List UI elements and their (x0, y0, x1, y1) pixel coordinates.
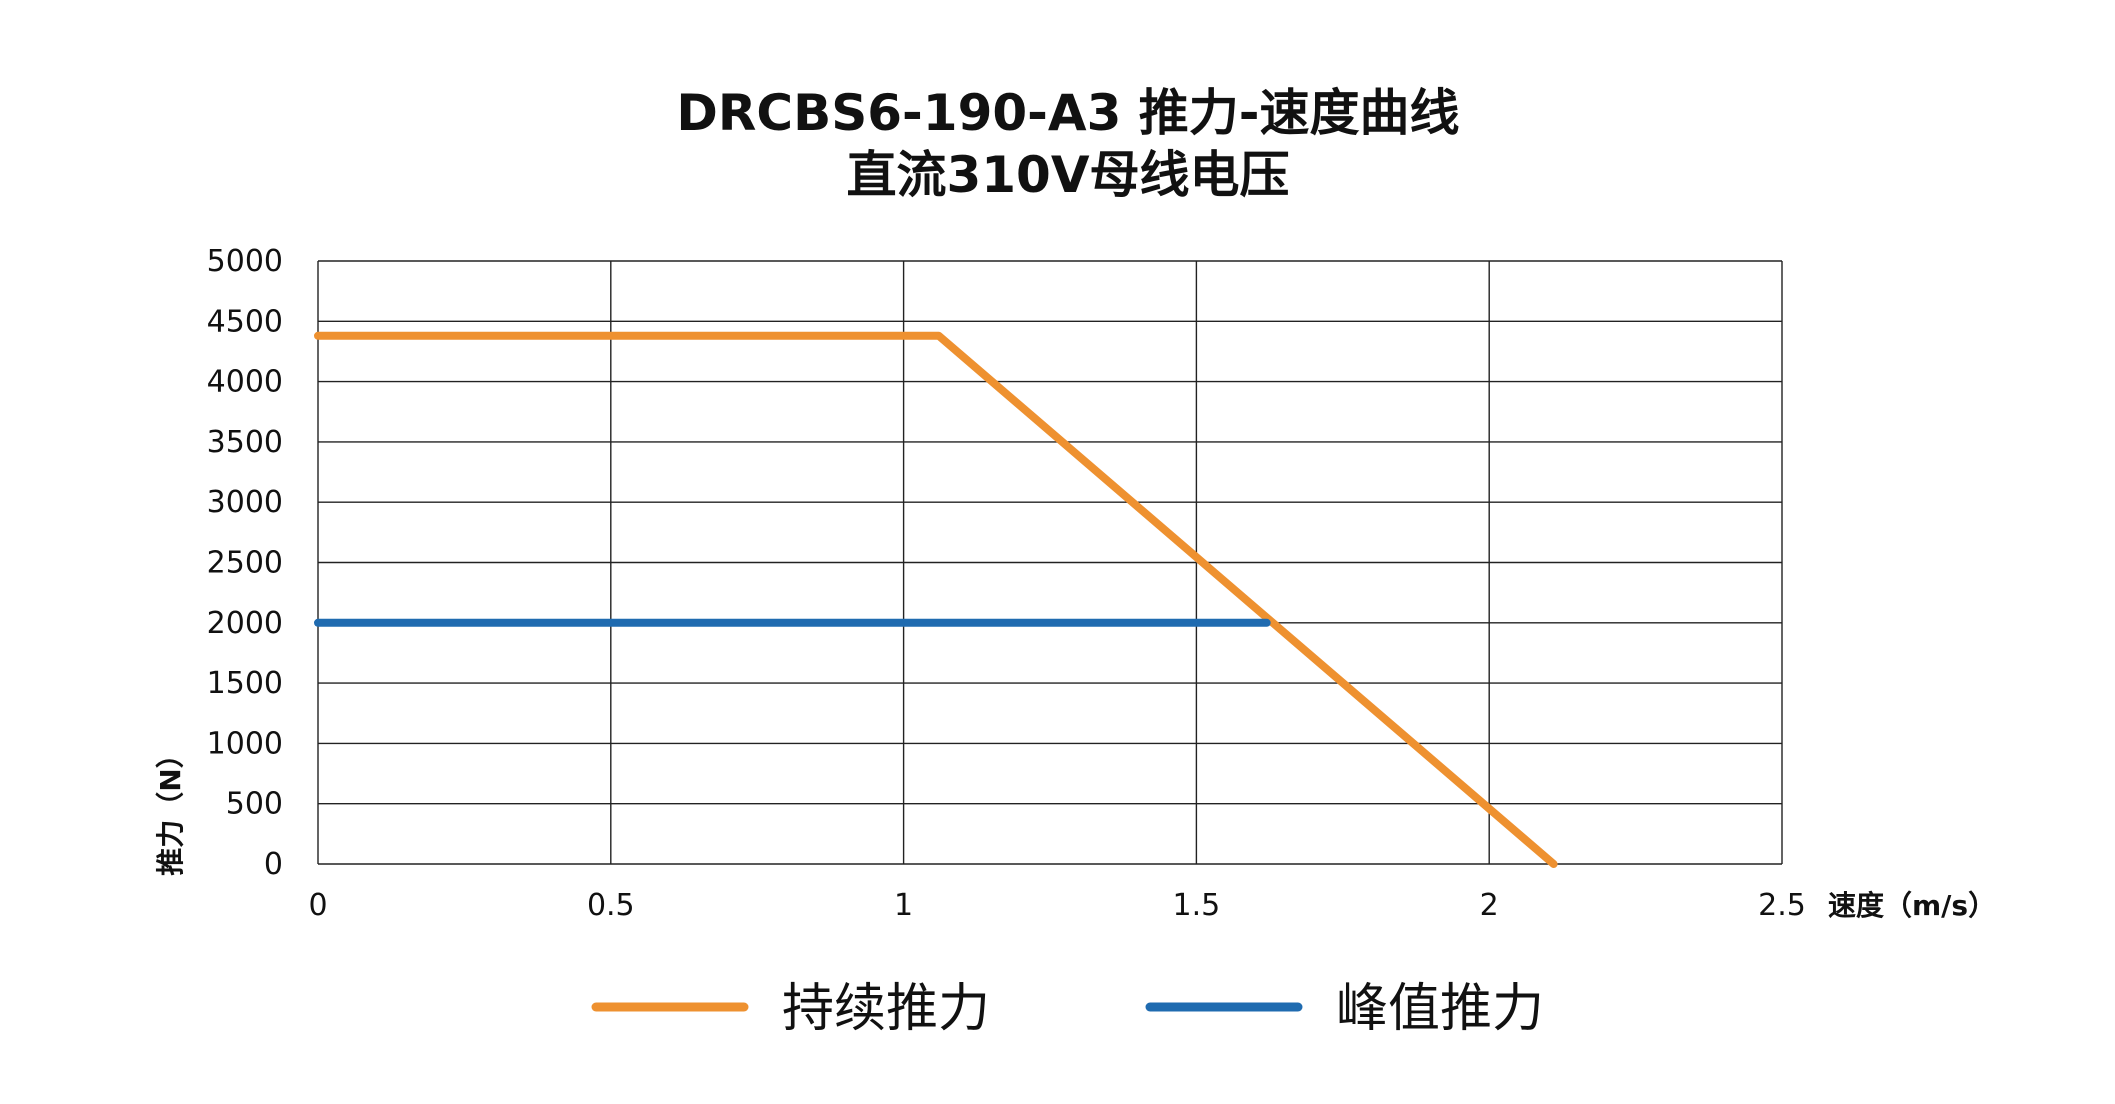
axis-ticks: 0 500 1000 1500 2000 2500 3000 3500 4000 4500 5000… (207, 244, 1806, 923)
y-tick-label: 3500 (207, 425, 283, 460)
y-tick-label: 2000 (207, 606, 283, 641)
y-tick-label: 5000 (207, 244, 283, 279)
x-axis-label: 速度（m/s） (1828, 889, 1996, 922)
x-tick-label: 2 (1480, 888, 1499, 923)
x-tick-label: 0.5 (587, 888, 635, 923)
y-tick-label: 1000 (207, 726, 283, 761)
x-tick-label: 0 (308, 888, 327, 923)
legend-label: 持续推力 (782, 979, 990, 1039)
x-tick-label: 1 (894, 888, 913, 923)
series-line (314, 331, 1558, 868)
y-tick-label: 0 (264, 847, 283, 882)
series-lines (314, 331, 1558, 868)
legend: 持续推力 峰值推力 (591, 979, 1544, 1039)
y-tick-label: 3000 (207, 485, 283, 520)
y-axis-label: 推力（N） (154, 740, 187, 875)
y-tick-label: 500 (226, 787, 283, 822)
y-tick-label: 1500 (207, 666, 283, 701)
y-tick-label: 4500 (207, 304, 283, 339)
chart-title: DRCBS6-190-A3 推力-速度曲线 (676, 84, 1459, 142)
y-tick-label: 4000 (207, 365, 283, 400)
grid (317, 260, 1783, 865)
x-tick-label: 2.5 (1758, 888, 1806, 923)
chart-subtitle: 直流310V母线电压 (846, 146, 1289, 204)
legend-label: 峰值推力 (1336, 979, 1544, 1039)
x-tick-label: 1.5 (1173, 888, 1221, 923)
y-tick-label: 2500 (207, 546, 283, 581)
